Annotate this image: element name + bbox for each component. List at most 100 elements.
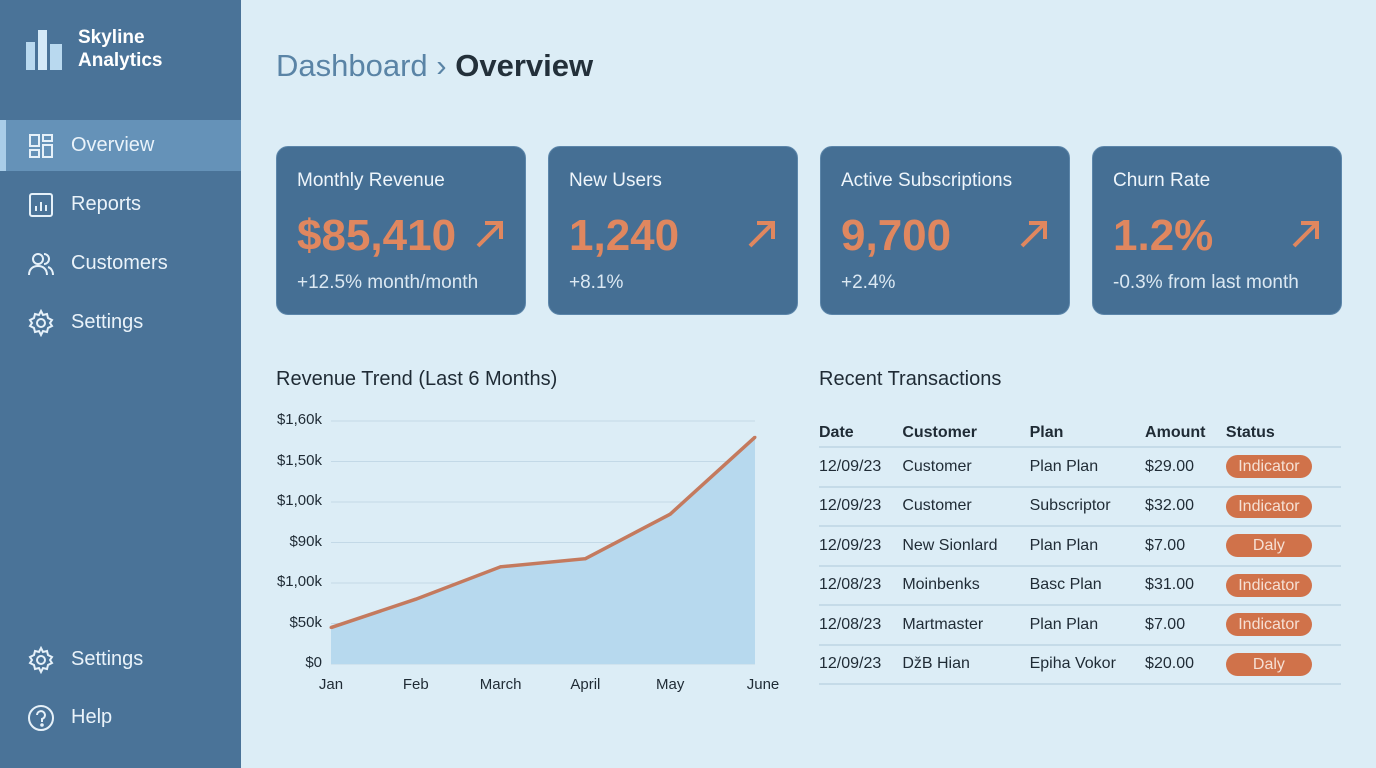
column-header[interactable]: Amount: [1145, 424, 1206, 441]
kpi-value: 9,700: [841, 211, 952, 260]
table-cell: $7.00: [1145, 525, 1226, 566]
y-tick-label: $0: [305, 654, 322, 671]
sidebar-item-settings[interactable]: Settings: [0, 297, 241, 348]
sidebar-item-label: Reports: [71, 193, 142, 215]
kpi-delta: +8.1%: [569, 272, 624, 293]
sidebar-bottom-help[interactable]: Help: [0, 692, 241, 743]
data-point[interactable]: [753, 435, 757, 439]
sidebar-item-label: Customers: [71, 252, 168, 274]
logo[interactable]: Skyline Analytics: [26, 26, 162, 72]
trend-up-arrow-icon: [476, 221, 503, 248]
table-cell: $31.00: [1145, 564, 1226, 605]
breadcrumb-separator: ›: [436, 48, 447, 83]
area-fill: [331, 437, 755, 664]
y-tick-label: $1,50k: [276, 451, 322, 469]
status-badge: Daly: [1225, 652, 1312, 676]
status-badge: Indicator: [1225, 573, 1312, 597]
status-badge: Indicator: [1225, 494, 1312, 518]
trend-up-arrow-icon: [1292, 221, 1319, 248]
x-tick-label: Feb: [402, 676, 429, 693]
table-row[interactable]: 12/09/23 Customer Plan Plan $29.00 Indicator: [819, 446, 1341, 487]
y-tick-label: $50k: [289, 613, 322, 631]
app-name-line2: Analytics: [78, 50, 163, 71]
trend-up-arrow-icon: [1020, 221, 1047, 248]
sidebar-item-customers[interactable]: Customers: [0, 238, 241, 289]
kpi-card[interactable]: Active Subscriptions 9,700 +2.4%: [820, 146, 1070, 315]
skyline-logo-icon: [26, 30, 62, 70]
y-tick-label: $90k: [289, 532, 322, 550]
table-cell: Customer: [902, 446, 1030, 487]
x-tick-label: March: [479, 676, 522, 693]
table-cell: Basc Plan: [1029, 564, 1146, 605]
kpi-title: Monthly Revenue: [297, 170, 445, 191]
x-tick-label: May: [656, 676, 685, 693]
kpi-card[interactable]: Monthly Revenue $85,410 +12.5% month/mon…: [276, 146, 526, 315]
table-cell: 12/09/23: [819, 643, 903, 685]
table-row[interactable]: 12/09/23 Customer Subscriptor $32.00 Indicat…: [819, 485, 1341, 526]
table-row[interactable]: 12/09/23 New Sionlard Plan Plan $7.00 Daly: [819, 525, 1341, 566]
table-cell: Moinbenks: [902, 564, 1030, 605]
sidebar-item-label: Settings: [71, 311, 144, 333]
page-title: Overview: [455, 48, 594, 83]
table-cell: $7.00: [1145, 604, 1226, 645]
data-point[interactable]: [668, 512, 672, 516]
table-cell: 12/09/23: [819, 485, 903, 526]
kpi-value: 1.2%: [1113, 211, 1214, 260]
table-cell: Plan Plan: [1029, 525, 1146, 566]
y-tick-label: $1,00k: [276, 492, 322, 509]
data-point[interactable]: [414, 597, 418, 601]
trend-up-arrow-icon: [748, 221, 775, 248]
table-cell: 12/08/23: [819, 604, 903, 645]
table-cell: Plan Plan: [1029, 446, 1146, 487]
gear-icon: [28, 645, 54, 674]
x-tick-label: June: [746, 676, 780, 693]
table-row[interactable]: 12/08/23 Moinbenks Basc Plan $31.00 Indicato…: [819, 564, 1341, 605]
data-point[interactable]: [329, 626, 333, 630]
kpi-title: New Users: [569, 170, 662, 191]
data-point[interactable]: [499, 565, 503, 569]
table-cell: Subscriptor: [1029, 485, 1146, 526]
x-tick-label: Jan: [318, 676, 344, 693]
table-cell: Customer: [902, 485, 1030, 526]
data-point[interactable]: [583, 557, 587, 561]
column-header[interactable]: Status: [1225, 424, 1275, 441]
sidebar-item-label: Settings: [71, 648, 144, 670]
column-header[interactable]: Customer: [902, 424, 977, 441]
table-cell: Epiha Vokor: [1029, 643, 1146, 685]
table-row[interactable]: 12/09/23 DžB Hian Epiha Vokor $20.00 Daly: [819, 643, 1341, 685]
breadcrumb-parent[interactable]: Dashboard: [276, 48, 428, 83]
kpi-delta: -0.3% from last month: [1113, 272, 1299, 293]
app-name: Skyline: [78, 27, 145, 48]
kpi-delta: +2.4%: [841, 272, 896, 293]
kpi-card[interactable]: New Users 1,240 +8.1%: [548, 146, 798, 315]
y-tick-label: $1,60k: [276, 411, 322, 428]
table-cell: New Sionlard: [902, 525, 1030, 566]
sidebar-bottom-settings[interactable]: Settings: [0, 634, 241, 685]
kpi-title: Churn Rate: [1113, 170, 1211, 191]
kpi-value: $85,410: [297, 211, 457, 260]
table-cell: Plan Plan: [1029, 604, 1146, 645]
sidebar-item-reports[interactable]: Reports: [0, 179, 241, 230]
kpi-title: Active Subscriptions: [841, 170, 1013, 191]
help-icon: [28, 704, 54, 731]
kpi-card[interactable]: Churn Rate 1.2% -0.3% from last month: [1092, 146, 1342, 315]
gear-icon: [28, 308, 54, 337]
sidebar-item-label: Overview: [71, 134, 155, 156]
column-header[interactable]: Plan: [1029, 424, 1064, 441]
sidebar-item-label: Help: [71, 706, 113, 728]
status-badge: Indicator: [1225, 613, 1312, 637]
table-row[interactable]: 12/08/23 Martmaster Plan Plan $7.00 Indicato…: [819, 604, 1341, 645]
status-badge: Indicator: [1225, 455, 1312, 479]
y-tick-label: $1,00k: [276, 573, 322, 590]
table-cell: 12/09/23: [819, 525, 903, 566]
sidebar-item-overview[interactable]: Overview: [0, 120, 241, 171]
table-cell: 12/08/23: [819, 564, 903, 605]
table-cell: Martmaster: [902, 604, 1030, 645]
x-tick-label: April: [570, 676, 601, 693]
column-header[interactable]: Date: [819, 424, 854, 441]
bar-chart-icon: [29, 192, 53, 217]
transactions-title: Recent Transactions: [819, 368, 1002, 390]
kpi-value: 1,240: [569, 211, 680, 260]
sidebar: Skyline Analytics Overview Reports Custom…: [0, 0, 241, 768]
